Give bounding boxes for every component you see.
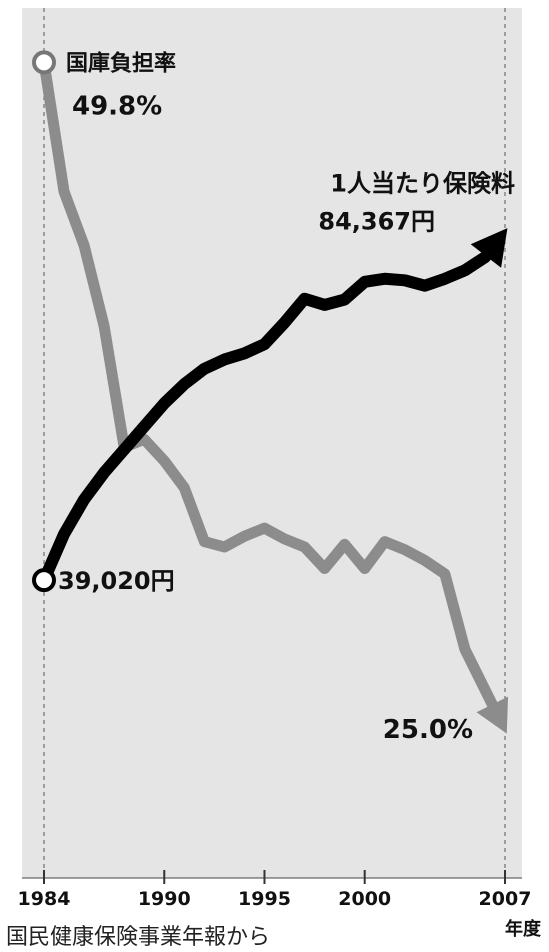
national-subsidy-rate-end-label: 25.0% <box>383 715 473 745</box>
national-subsidy-rate-name: 国庫負担率 <box>66 50 176 76</box>
source-note: 国民健康保険事業年報から <box>6 925 270 950</box>
national-subsidy-rate-line <box>38 61 503 718</box>
premium-per-person-arrowhead <box>470 228 508 268</box>
premium-per-person-line <box>38 242 499 583</box>
x-tick-label: 1990 <box>138 888 191 910</box>
label-layer: 国庫負担率 49.8% 25.0% 1人当たり保険料 39,020円 84,36… <box>58 50 515 745</box>
x-tick-label: 2000 <box>338 888 391 910</box>
premium-per-person-name: 1人当たり保険料 <box>330 169 515 197</box>
x-tick-label: 2007 <box>479 888 532 910</box>
x-tick-label: 1995 <box>238 888 291 910</box>
national-subsidy-rate-start-label: 49.8% <box>72 91 162 121</box>
national-subsidy-rate-arrowhead <box>476 696 509 734</box>
x-axis-title: 年度 <box>505 918 542 940</box>
premium-per-person-start-label: 39,020円 <box>58 567 175 595</box>
plot-area <box>22 8 522 878</box>
premium-per-person-end-label: 84,367円 <box>318 207 435 235</box>
national-subsidy-rate-start-marker <box>32 50 56 75</box>
series-layer <box>32 50 509 734</box>
grid-lines <box>43 8 506 878</box>
x-axis: 1984 1990 1995 2000 2007 <box>18 870 532 910</box>
premium-per-person-start-marker <box>32 568 56 593</box>
x-tick-label: 1984 <box>18 888 71 910</box>
